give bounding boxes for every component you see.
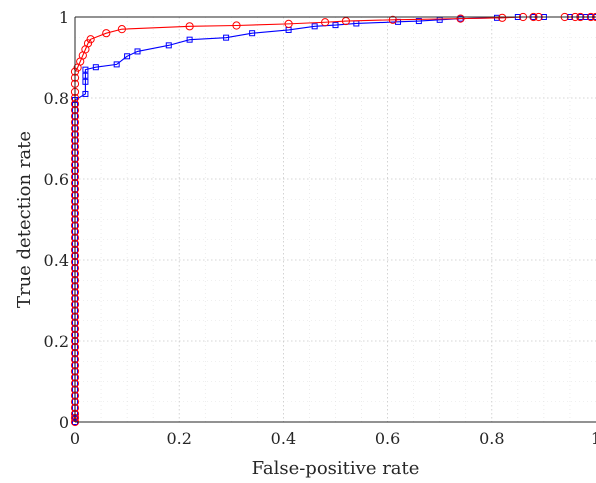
plot-area: 0 0.2 0.4 0.6 0.8 1 0 0.2 0.4 0.6 0.8 1: [44, 8, 596, 448]
y-tick-label: 0.4: [44, 251, 69, 270]
data-point-square: [82, 90, 89, 97]
x-axis-label: False-positive rate: [252, 458, 420, 479]
data-point-square: [165, 42, 172, 49]
x-tick-label: 0.4: [271, 429, 296, 448]
data-point-square: [249, 30, 256, 37]
y-axis-label: True detection rate: [14, 131, 35, 308]
data-point-circle: [284, 19, 293, 28]
data-point-square: [223, 34, 230, 41]
x-tick-label: 0.6: [375, 429, 400, 448]
x-tick-label: 1: [591, 429, 596, 448]
data-point-circle: [117, 25, 126, 34]
data-point-circle: [102, 29, 111, 38]
x-tick-label: 0: [70, 429, 80, 448]
y-tick-label: 0.6: [44, 170, 69, 189]
data-point-circle: [456, 14, 465, 23]
x-tick-label: 0.8: [479, 429, 504, 448]
axes: [74, 16, 596, 423]
y-tick-label: 0.8: [44, 89, 69, 108]
data-point-square: [92, 64, 99, 71]
data-point-square: [124, 53, 131, 60]
data-point-circle: [320, 18, 330, 27]
data-point-circle: [83, 39, 93, 48]
data-point-square: [134, 48, 141, 55]
data-point-circle: [498, 13, 507, 22]
y-tick-label: 1: [59, 8, 69, 27]
data-point-square: [113, 61, 120, 68]
data-point-square: [82, 78, 89, 85]
data-point-square: [311, 23, 318, 30]
y-tick-label: 0: [59, 413, 69, 432]
tick-labels: 0 0.2 0.4 0.6 0.8 1 0 0.2 0.4 0.6 0.8 1: [44, 8, 596, 448]
grid: [75, 17, 596, 422]
data-point-square: [332, 22, 339, 29]
data-point-circle: [388, 15, 397, 24]
data-point-square: [415, 18, 422, 25]
x-tick-label: 0.2: [166, 429, 191, 448]
data-point-square: [82, 72, 89, 79]
data-point-circle: [86, 35, 95, 44]
y-tick-label: 0.2: [44, 332, 69, 351]
data-point-square: [82, 66, 89, 73]
data-point-square: [186, 36, 193, 43]
data-point-circle: [185, 22, 194, 31]
data-point-circle: [232, 21, 241, 30]
